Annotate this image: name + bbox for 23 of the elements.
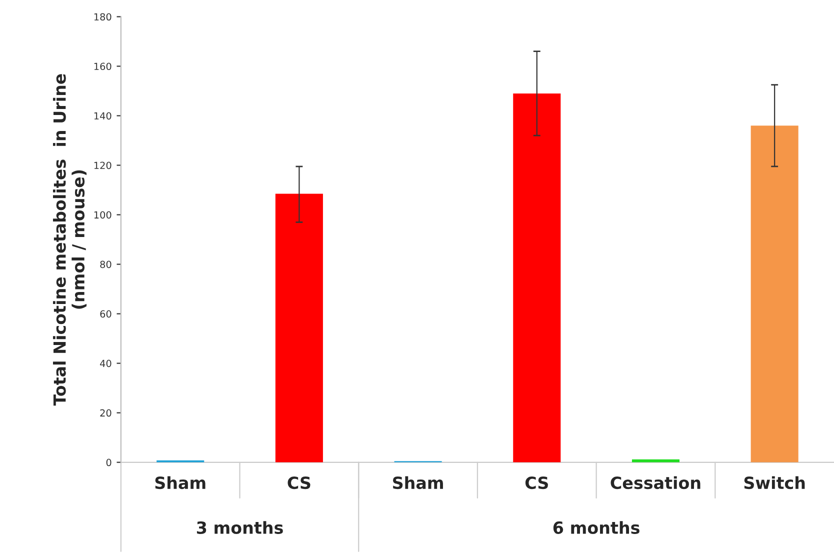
y-tick-label: 140	[94, 112, 112, 120]
y-tick-label: 180	[94, 13, 112, 21]
x-tick-label: Cessation	[610, 476, 700, 490]
x-tick-label: Sham	[155, 476, 206, 490]
y-tick-label: 160	[94, 62, 112, 70]
x-tick-label: CS	[525, 476, 548, 490]
x-tick-label: Sham	[392, 476, 443, 490]
bar	[632, 459, 680, 462]
y-tick-label: 120	[94, 162, 112, 170]
text: 6 months	[553, 521, 640, 534]
text: 3 months	[196, 521, 283, 534]
y-tick-label: 100	[94, 211, 112, 219]
bar	[275, 194, 323, 462]
y-tick-label: 0	[106, 458, 112, 466]
y-tick-label: 40	[100, 360, 112, 368]
x-tick-label: CS	[288, 476, 310, 490]
y-tick-label: 80	[100, 260, 112, 268]
bar	[513, 93, 561, 462]
bar	[750, 126, 798, 462]
y-tick-label: 60	[100, 310, 112, 318]
y-axis-title: Total Nicotine metabolites in Urine (nmol / mouse)	[52, 74, 87, 406]
x-tick-label: Switch	[744, 476, 805, 490]
y-tick-label: 20	[100, 409, 112, 417]
